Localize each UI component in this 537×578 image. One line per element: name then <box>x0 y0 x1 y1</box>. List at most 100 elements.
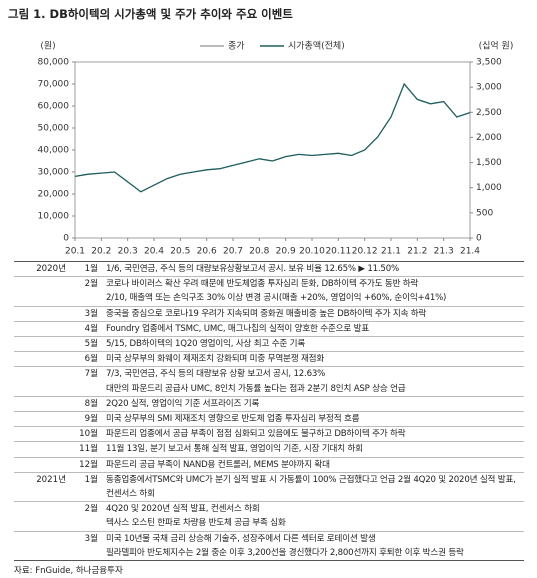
x-tick-label: 20.12 <box>352 247 378 257</box>
year-cell <box>14 382 70 396</box>
event-cell: 1/6, 국민연금, 주식 등의 대량보유상황보고서 공시. 보유 비율 12.… <box>106 264 399 274</box>
event-cell: 대만의 파운드리 공급사 UMC, 8인치 가동률 높다는 점과 2분기 8인치… <box>106 383 406 394</box>
y-tick-label: 10,000 <box>38 212 70 222</box>
month-cell: 4월 <box>84 323 98 334</box>
year-cell <box>14 427 70 441</box>
y-tick-label: 70,000 <box>38 80 70 90</box>
table-row: 10월 파운드리 업종에서 공급 부족이 점점 심화되고 있음에도 불구하고 DB… <box>14 426 524 441</box>
series-line <box>74 82 471 193</box>
year-cell: 2020년 <box>36 264 66 274</box>
event-cell: 2Q20 실적, 영업이익 기준 서프라이즈 기록 <box>106 398 260 409</box>
month-cell: 5월 <box>84 339 98 350</box>
y2-tick-label: 1,000 <box>476 183 502 193</box>
year-cell <box>14 322 70 336</box>
year-cell <box>14 307 70 321</box>
figure-title: 그림 1. DB하이텍의 시가총액 및 주가 추이와 주요 이벤트 <box>8 7 293 21</box>
x-tick-label: 20.2 <box>91 247 111 257</box>
y-tick-label: 20,000 <box>38 190 70 200</box>
table-row: 텍사스 오스틴 한파로 차량용 반도체 공급 부족 심화 <box>14 516 524 530</box>
table-row: 11월 11월 13일, 분기 보고서 통해 실적 발표, 영업이익 기준, 시장… <box>14 441 524 456</box>
month-cell: 3월 <box>84 533 98 544</box>
table-row: 2/10, 매출액 또는 손익구조 30% 이상 변경 공시(매출 +20%, … <box>14 291 524 305</box>
x-tick-label: 20.4 <box>144 247 164 257</box>
legend-label: 시가총액(전체) <box>288 40 345 52</box>
year-cell <box>14 516 70 530</box>
x-tick-label: 20.10 <box>299 247 325 257</box>
year-cell <box>14 532 70 546</box>
x-tick-label: 20.11 <box>325 247 351 257</box>
table-row: 2월 코로나 바이러스 확산 우려 때문에 반도체업종 투자심리 둔화, DB하이… <box>14 276 524 291</box>
y2-tick-label: 1,500 <box>476 158 502 168</box>
y2-tick-label: 0 <box>476 234 482 244</box>
event-table: 2020년 1월 1/6, 국민연금, 주식 등의 대량보유상황보고서 공시. 보유… <box>14 261 524 562</box>
year-cell <box>14 412 70 426</box>
x-tick-label: 21.2 <box>407 247 427 257</box>
event-cell: 4Q20 및 2020년 실적 발표, 컨센서스 하회 <box>106 504 260 515</box>
y2-tick-label: 3,500 <box>476 58 502 68</box>
year-cell <box>14 502 70 516</box>
year-cell <box>14 397 70 411</box>
event-cell: 필라델피아 반도체지수는 2월 중순 이후 3,200선을 경신했다가 2,80… <box>106 547 464 558</box>
legend-label: 종가 <box>228 41 245 52</box>
chart: (원) (십억 원) 0 10,000 20,000 30,000 40,000 50,000… <box>38 40 514 257</box>
table-row: 3월 중국을 중심으로 코로나19 우려가 지속되며 중화권 매출비중 높은 DB… <box>14 305 524 321</box>
event-cell: 7/3, 국민연금, 주식 등의 대량보유 상황 보고서 공시, 12.63% <box>106 369 326 380</box>
year-cell <box>14 291 70 305</box>
table-row: 2020년 1월 1/6, 국민연금, 주식 등의 대량보유상황보고서 공시. 보유… <box>14 262 524 276</box>
event-cell: 파운드리 공급 부족이 NAND용 컨트롤러, MEMS 분야까지 확대 <box>106 459 330 470</box>
y2-tick-label: 500 <box>476 208 493 218</box>
y-tick-label: 80,000 <box>38 58 70 68</box>
event-cell: 코로나 바이러스 확산 우려 때문에 반도체업종 투자심리 둔화, DB하이텍 … <box>106 279 419 290</box>
month-cell <box>70 382 106 396</box>
event-cell: 미국 상무부의 화웨이 제재조치 강화되며 미중 무역분쟁 재점화 <box>106 354 325 365</box>
year-cell <box>14 337 70 351</box>
table-row: 8월 2Q20 실적, 영업이익 기준 서프라이즈 기록 <box>14 395 524 411</box>
month-cell: 7월 <box>84 369 98 380</box>
y-tick-label: 50,000 <box>38 124 70 134</box>
month-cell: 9월 <box>84 414 98 425</box>
series-line <box>74 83 471 193</box>
event-cell: 2/10, 매출액 또는 손익구조 30% 이상 변경 공시(매출 +20%, … <box>106 293 447 304</box>
table-row: 2월 4Q20 및 2020년 실적 발표, 컨센서스 하회 <box>14 501 524 516</box>
month-cell <box>70 291 106 305</box>
year-cell <box>14 442 70 456</box>
month-cell: 10월 <box>79 429 98 440</box>
y2-axis-unit: (십억 원) <box>479 40 514 52</box>
year-cell: 2021년 <box>36 474 66 485</box>
x-tick-label: 21.4 <box>460 247 480 257</box>
event-cell: 동종업종에서TSMC와 UMC가 분기 실적 발표 시 가동률이 100% 근접… <box>106 474 516 500</box>
year-cell <box>14 352 70 366</box>
year-cell <box>14 277 70 291</box>
x-tick-label: 20.9 <box>276 247 296 257</box>
month-cell: 3월 <box>84 308 98 319</box>
source: 자료: FnGuide, 하나금융투자 <box>14 566 123 576</box>
month-cell: 11월 <box>79 444 98 455</box>
event-cell: 미국 상무부의 SMI 제재조치 영향으로 반도체 업종 투자심리 부정적 흐름 <box>106 414 360 425</box>
x-tick-label: 20.6 <box>197 247 217 257</box>
table-row: 4월 Foundry 업종에서 TSMC, UMC, 매그나칩의 실적이 양호한 … <box>14 320 524 336</box>
y-tick-label: 30,000 <box>38 168 70 178</box>
y2-tick-label: 3,000 <box>476 83 502 93</box>
month-cell <box>70 546 106 560</box>
y-tick-label: 40,000 <box>38 146 70 156</box>
x-tick-label: 20.3 <box>118 247 138 257</box>
month-cell: 1월 <box>84 474 98 485</box>
month-cell: 2월 <box>84 504 98 515</box>
event-cell: 파운드리 업종에서 공급 부족이 점점 심화되고 있음에도 불구하고 DB하이텍… <box>106 429 406 440</box>
x-tick-label: 20.1 <box>65 247 85 257</box>
event-cell: 11월 13일, 분기 보고서 통해 실적 발표, 영업이익 기준, 시장 기대… <box>106 444 363 455</box>
year-cell <box>14 546 70 560</box>
x-tick-label: 21.1 <box>381 247 401 257</box>
event-cell: Foundry 업종에서 TSMC, UMC, 매그나칩의 실적이 양호한 수준… <box>106 323 370 334</box>
month-cell <box>70 516 106 530</box>
month-cell: 2월 <box>84 279 98 290</box>
event-cell: 텍사스 오스틴 한파로 차량용 반도체 공급 부족 심화 <box>106 518 286 529</box>
y-tick-label: 60,000 <box>38 102 70 112</box>
table-row: 7월 7/3, 국민연금, 주식 등의 대량보유 상황 보고서 공시, 12.63… <box>14 366 524 381</box>
month-cell: 6월 <box>84 354 98 365</box>
x-tick-label: 21.3 <box>434 247 454 257</box>
table-row: 3월 미국 10년물 국채 금리 상승해 기술주, 성장주에서 다른 섹터로 로테… <box>14 530 524 546</box>
plot-frame <box>74 61 471 239</box>
table-row: 6월 미국 상무부의 화웨이 제재조치 강화되며 미중 무역분쟁 재점화 <box>14 351 524 366</box>
